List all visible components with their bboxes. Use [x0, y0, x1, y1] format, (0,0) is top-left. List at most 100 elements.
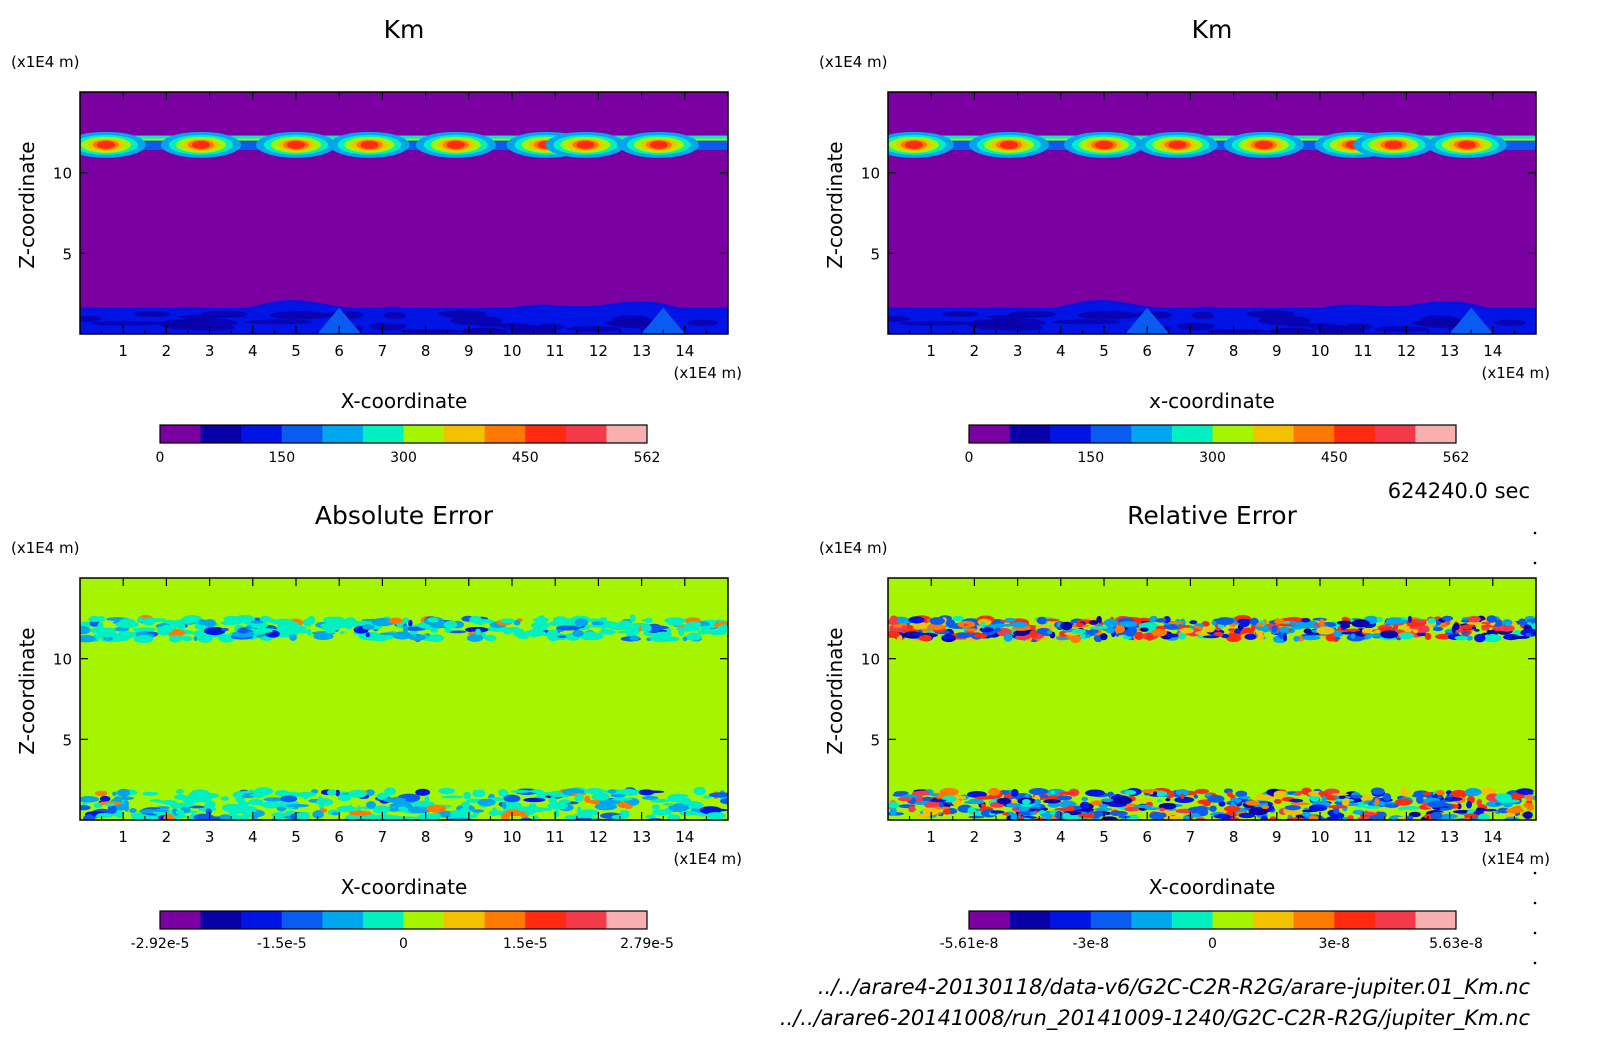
noise-cell — [624, 789, 630, 796]
noise-cell — [1218, 800, 1226, 807]
noise-cell — [1376, 811, 1387, 819]
noise-cell — [535, 792, 555, 796]
colorbar-tick-label: 2.79e-5 — [620, 936, 674, 952]
noise-cell — [667, 794, 682, 802]
noise-cell — [1520, 628, 1536, 637]
noise-cell — [516, 635, 530, 639]
y-axis-label: Z-coordinate — [15, 627, 39, 754]
noise-cell — [123, 799, 129, 809]
noise-cell — [1467, 615, 1481, 623]
colorbar-tick-label: 562 — [634, 450, 661, 466]
noise-cell — [967, 790, 987, 798]
lower-streak — [1319, 325, 1366, 334]
colorbar-segment — [403, 911, 445, 929]
noise-cell — [929, 617, 945, 625]
noise-cell — [1357, 816, 1373, 820]
noise-cell — [1481, 621, 1491, 625]
noise-cell — [260, 636, 273, 641]
x-tick-label: 3 — [205, 342, 215, 360]
noise-cell — [142, 791, 159, 796]
noise-cell — [1254, 794, 1272, 801]
noise-cell — [1481, 626, 1490, 631]
noise-cell — [383, 797, 407, 803]
noise-cell — [1090, 626, 1111, 630]
x-tick-label: 11 — [546, 342, 565, 360]
noise-cell — [1021, 798, 1031, 805]
noise-cell — [307, 628, 312, 636]
noise-cell — [1029, 811, 1037, 815]
colorbar-segment — [1374, 425, 1416, 443]
heatmap-background — [888, 578, 1536, 820]
noise-cell — [1036, 616, 1047, 625]
noise-cell — [361, 618, 384, 622]
panel-3: Absolute Error(x1E4 m)1 2 3 4 5 6 7 8 9 10 11 12 13 1… — [11, 501, 742, 952]
noise-cell — [666, 627, 672, 633]
noise-cell — [607, 789, 617, 794]
noise-cell — [1282, 633, 1287, 642]
y-unit-label: (x1E4 m) — [11, 539, 80, 557]
noise-cell — [237, 627, 249, 634]
noise-cell — [1179, 627, 1194, 634]
lower-streak — [899, 320, 971, 326]
x-tick-label: 3 — [1013, 828, 1023, 846]
noise-cell — [475, 628, 482, 636]
noise-cell — [641, 623, 652, 633]
noise-cell — [644, 814, 656, 819]
lower-streak — [270, 311, 331, 320]
noise-cell — [438, 787, 456, 795]
noise-cell — [1393, 624, 1399, 631]
lower-streak — [686, 319, 719, 326]
noise-cell — [664, 617, 686, 624]
x-tick-label: 7 — [1186, 342, 1196, 360]
noise-cell — [502, 802, 507, 810]
x-axis-label: X-coordinate — [341, 389, 468, 413]
lower-streak — [369, 322, 407, 331]
noise-cell — [921, 635, 931, 641]
noise-cell — [1454, 635, 1469, 641]
noise-cell — [317, 795, 323, 804]
noise-cell — [221, 627, 229, 632]
noise-cell — [1057, 795, 1073, 801]
noise-cell — [326, 789, 337, 796]
noise-cell — [1432, 626, 1444, 632]
noise-cell — [200, 795, 213, 800]
colorbar-frame — [968, 424, 1457, 444]
noise-cell — [1406, 815, 1414, 820]
x-tick-label: 2 — [970, 828, 980, 846]
y-tick-label: 5 — [870, 245, 880, 263]
noise-cell — [93, 633, 116, 638]
colorbar-segment — [160, 911, 201, 929]
noise-cell — [1471, 626, 1477, 630]
noise-cell — [893, 790, 909, 796]
heatmap-field — [888, 578, 1536, 820]
noise-cell — [1018, 816, 1024, 820]
noise-cell — [530, 621, 550, 629]
x-tick-label: 10 — [1310, 828, 1329, 846]
noise-cell — [952, 615, 964, 622]
noise-cell — [223, 621, 242, 625]
noise-cell — [1135, 617, 1152, 622]
noise-cell — [1361, 628, 1373, 634]
noise-cell — [449, 810, 468, 814]
colorbar-segment — [241, 425, 283, 443]
x-unit-label: (x1E4 m) — [673, 364, 742, 382]
colorbar-segment — [1009, 911, 1051, 929]
colorbar-segment — [1374, 911, 1416, 929]
colorbar-segment — [1334, 425, 1376, 443]
noise-cell — [174, 794, 187, 800]
colorbar-tick-label: 450 — [512, 450, 539, 466]
noise-cell — [1517, 618, 1527, 626]
lower-peak — [1449, 307, 1494, 334]
x-tick-label: 7 — [378, 342, 388, 360]
noise-cell — [1195, 631, 1209, 636]
lower-streak — [438, 310, 487, 318]
file-label-1: ../../arare4-20130118/data-v6/G2C-C2R-R2… — [818, 975, 1531, 1000]
plume-top-line — [888, 135, 1536, 139]
noise-cell — [219, 814, 232, 820]
noise-cell — [1486, 615, 1497, 623]
x-tick-label: 13 — [1440, 342, 1459, 360]
noise-cell — [577, 806, 582, 815]
noise-cell — [1258, 800, 1267, 804]
noise-cell — [137, 616, 144, 623]
noise-cell — [1029, 630, 1038, 638]
